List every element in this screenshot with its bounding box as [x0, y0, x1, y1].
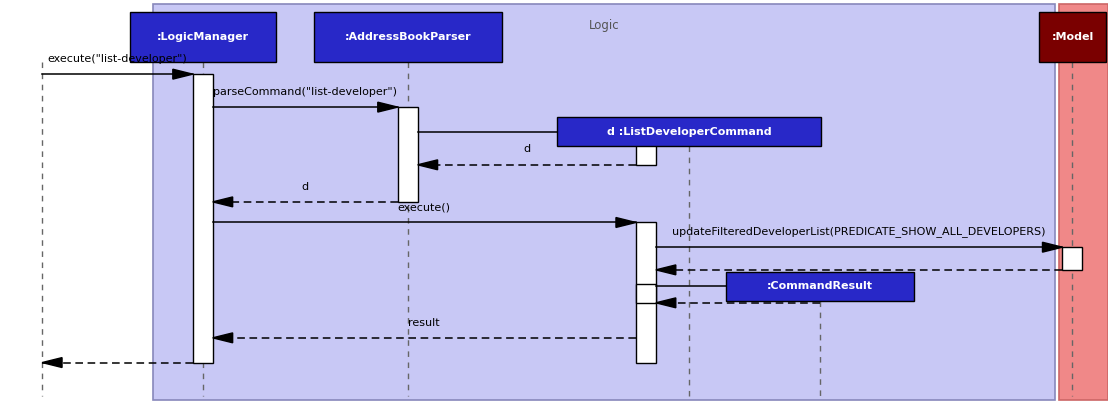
Bar	[635, 222, 655, 363]
Text: :AddressBookParser: :AddressBookParser	[345, 32, 471, 42]
Text: d: d	[523, 145, 530, 154]
Polygon shape	[615, 218, 635, 227]
Text: Logic: Logic	[589, 19, 619, 32]
Polygon shape	[378, 102, 398, 112]
Bar	[635, 144, 655, 165]
Bar	[153, 4, 1055, 400]
Text: updateFilteredDeveloperList(PREDICATE_SHOW_ALL_DEVELOPERS): updateFilteredDeveloperList(PREDICATE_SH…	[672, 226, 1046, 237]
Polygon shape	[418, 160, 438, 170]
Bar	[1059, 4, 1108, 400]
Bar	[193, 74, 213, 363]
Bar	[1062, 247, 1082, 270]
Bar	[130, 12, 276, 62]
Polygon shape	[800, 281, 820, 291]
Polygon shape	[213, 197, 233, 207]
Bar	[725, 272, 914, 301]
Text: execute(): execute()	[398, 202, 450, 212]
Text: :LogicManager: :LogicManager	[156, 32, 248, 42]
Bar	[635, 284, 655, 303]
Text: :Model: :Model	[1051, 32, 1093, 42]
Bar	[1039, 12, 1106, 62]
Text: d: d	[302, 182, 308, 192]
Polygon shape	[213, 333, 233, 343]
Text: Model: Model	[1064, 19, 1103, 32]
Polygon shape	[655, 298, 675, 308]
Bar	[398, 107, 418, 202]
Text: :CommandResult: :CommandResult	[766, 281, 873, 291]
Text: execute("list-developer"): execute("list-developer")	[48, 54, 187, 64]
Bar	[314, 12, 502, 62]
Polygon shape	[173, 69, 193, 79]
Text: result: result	[408, 318, 440, 328]
Polygon shape	[42, 358, 62, 368]
Polygon shape	[1042, 242, 1062, 252]
Text: d :ListDeveloperCommand: d :ListDeveloperCommand	[607, 127, 772, 137]
Text: parseCommand("list-developer"): parseCommand("list-developer")	[213, 87, 397, 97]
Polygon shape	[655, 265, 675, 275]
Bar	[557, 117, 821, 146]
Polygon shape	[615, 127, 635, 137]
